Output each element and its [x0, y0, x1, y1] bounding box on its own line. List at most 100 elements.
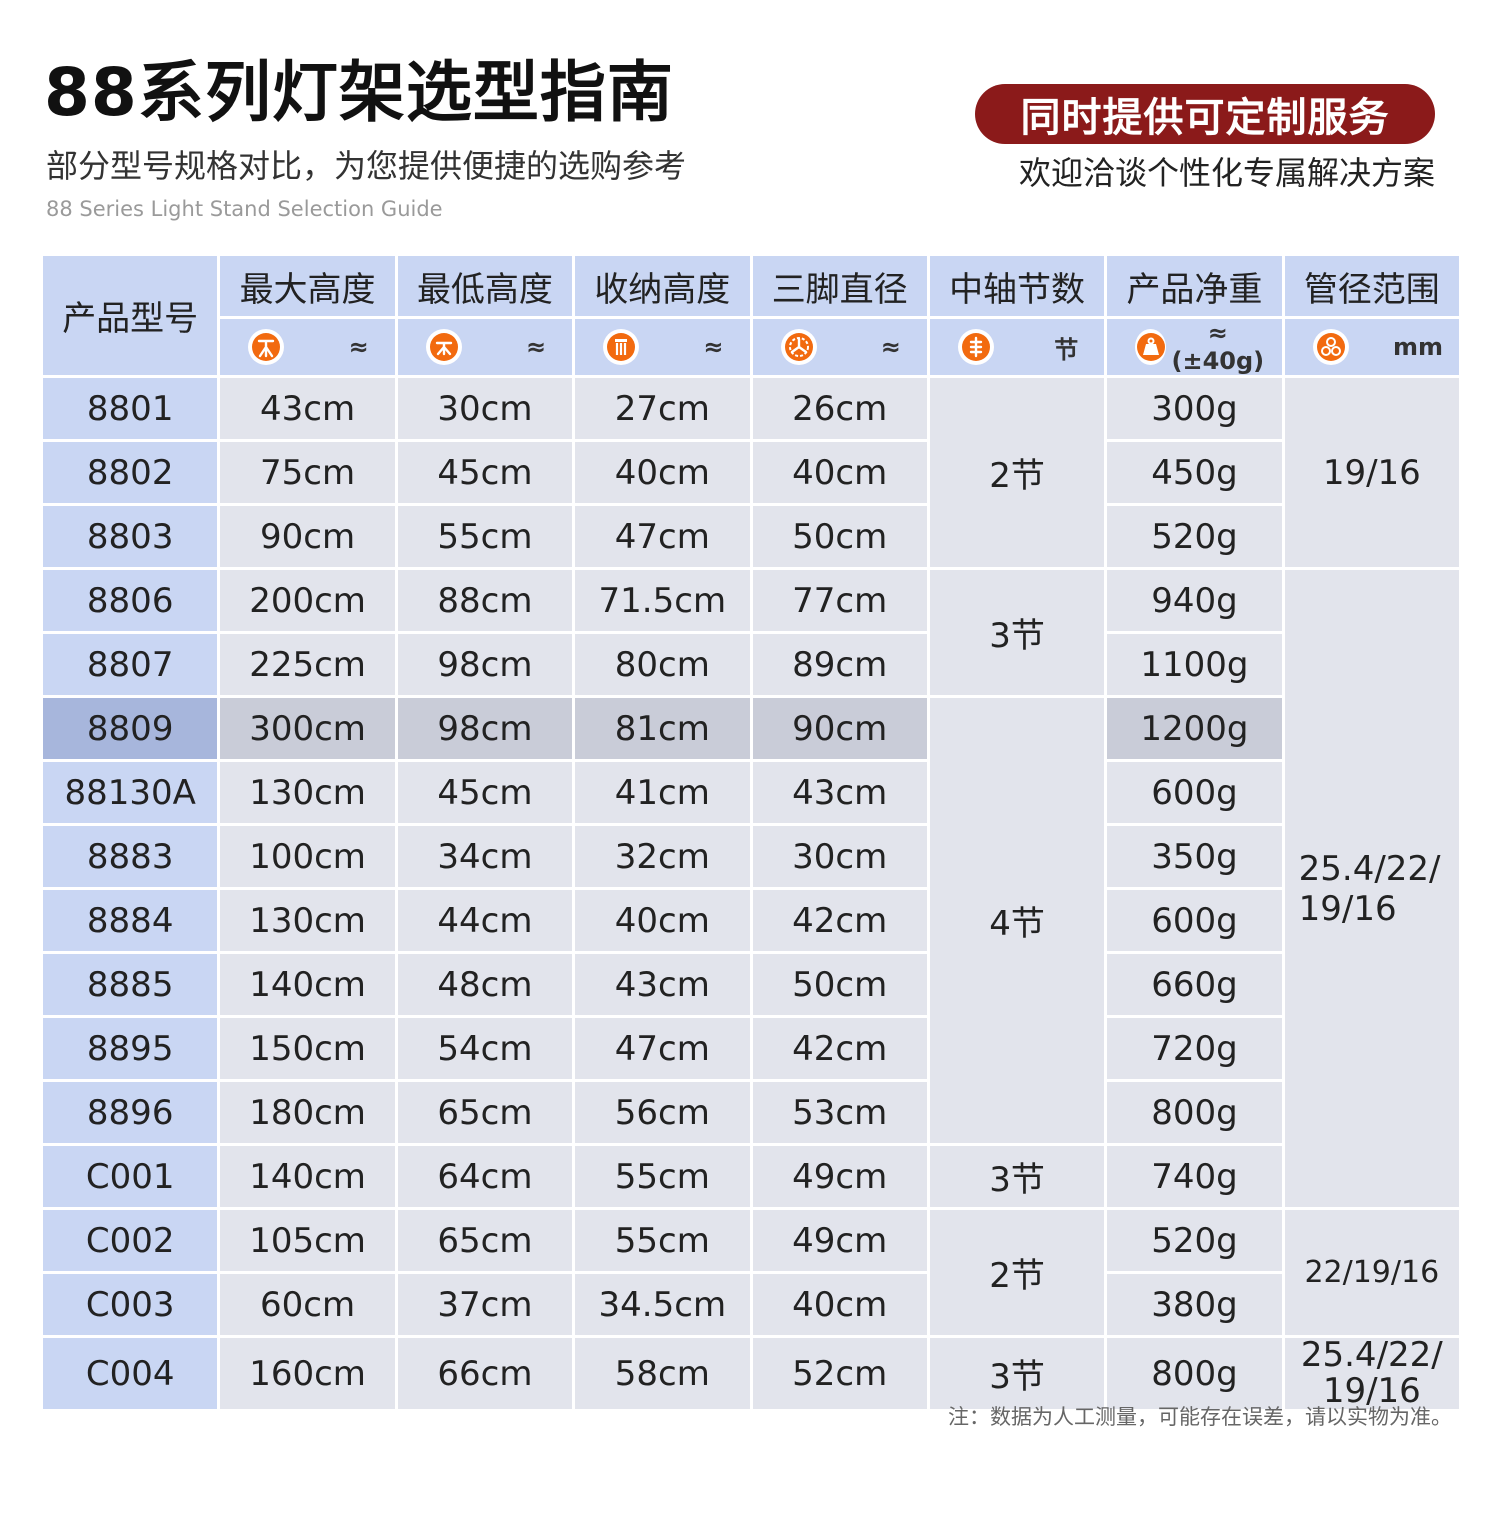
table-row: 8883 100cm 34cm 32cm 30cm 350g	[43, 826, 1459, 887]
min-height-cell: 88cm	[397, 570, 573, 631]
tube-range-cell: 25.4/22/ 19/16	[1284, 570, 1459, 1207]
sections-cell: 2节	[929, 378, 1105, 567]
folded-height-cell: 41cm	[575, 762, 750, 823]
min-height-cell: 98cm	[397, 634, 573, 695]
folded-height-cell: 40cm	[575, 442, 750, 503]
leg-diameter-cell: 90cm	[752, 698, 927, 759]
weight-cell: 1200g	[1107, 698, 1282, 759]
model-cell: 8896	[43, 1082, 218, 1143]
folded-height-cell: 34.5cm	[575, 1274, 750, 1335]
leg-diameter-cell: 40cm	[752, 1274, 927, 1335]
model-cell: 8885	[43, 954, 218, 1015]
weight-cell: 300g	[1107, 378, 1282, 439]
model-cell: 8801	[43, 378, 218, 439]
unit-label: mm	[1392, 333, 1443, 361]
header-net-weight: 产品净重	[1107, 256, 1282, 316]
leg-diameter-cell: 53cm	[752, 1082, 927, 1143]
folded-height-cell: 58cm	[575, 1338, 750, 1410]
min-height-cell: 65cm	[397, 1210, 573, 1271]
folded-height-cell: 27cm	[575, 378, 750, 439]
max-height-cell: 225cm	[220, 634, 395, 695]
sections-cell: 3节	[929, 570, 1105, 695]
folded-height-cell: 47cm	[575, 506, 750, 567]
min-height-cell: 98cm	[397, 698, 573, 759]
leg-diameter-cell: 77cm	[752, 570, 927, 631]
disclaimer-note: 注：数据为人工测量，可能存在误差，请以实物为准。	[948, 1405, 1452, 1429]
table-row: 8896 180cm 65cm 56cm 53cm 800g	[43, 1082, 1459, 1143]
header-max-height: 最大高度	[220, 256, 395, 316]
max-height-cell: 150cm	[220, 1018, 395, 1079]
spec-table: 产品型号 最大高度 最低高度 收纳高度 三脚直径 中轴节数 产品净重 管径范围 …	[40, 253, 1462, 1412]
page-subtitle: 部分型号规格对比，为您提供便捷的选购参考	[46, 147, 687, 185]
table-row: C002 105cm 65cm 55cm 49cm 2节 520g 22/19/…	[43, 1210, 1459, 1335]
leg-diameter-cell: 89cm	[752, 634, 927, 695]
leg-diameter-cell: 26cm	[752, 378, 927, 439]
max-height-cell: 130cm	[220, 762, 395, 823]
unit-label: ≈	[703, 333, 724, 361]
model-cell: C002	[43, 1210, 218, 1271]
table-row: 88130A 130cm 45cm 41cm 43cm 600g	[43, 762, 1459, 823]
folded-height-cell: 80cm	[575, 634, 750, 695]
weight-cell: 600g	[1107, 762, 1282, 823]
model-cell: 8803	[43, 506, 218, 567]
min-height-cell: 45cm	[397, 442, 573, 503]
sections-cell: 3节	[929, 1146, 1105, 1207]
folded-height-cell: 56cm	[575, 1082, 750, 1143]
weight-cell: 350g	[1107, 826, 1282, 887]
leg-diameter-cell: 43cm	[752, 762, 927, 823]
max-height-cell: 180cm	[220, 1082, 395, 1143]
leg-diameter-cell: 50cm	[752, 954, 927, 1015]
min-height-cell: 65cm	[397, 1082, 573, 1143]
max-height-cell: 60cm	[220, 1274, 395, 1335]
model-cell: 8895	[43, 1018, 218, 1079]
model-cell: 8883	[43, 826, 218, 887]
leg-diameter-cell: 40cm	[752, 442, 927, 503]
model-cell: C001	[43, 1146, 218, 1207]
leg-diameter-cell: 42cm	[752, 890, 927, 951]
table-row: C001 140cm 64cm 55cm 49cm 3节 740g	[43, 1146, 1459, 1207]
max-height-cell: 130cm	[220, 890, 395, 951]
max-height-cell: 105cm	[220, 1210, 395, 1271]
unit-label: ≈	[526, 333, 547, 361]
weight-icon	[1135, 329, 1167, 365]
page-title: 88系列灯架选型指南	[44, 54, 674, 131]
model-cell: 8807	[43, 634, 218, 695]
tube-diameter-icon	[1312, 329, 1349, 365]
weight-cell: 600g	[1107, 890, 1282, 951]
max-height-cell: 43cm	[220, 378, 395, 439]
folded-height-cell: 40cm	[575, 890, 750, 951]
folded-height-cell: 47cm	[575, 1018, 750, 1079]
tube-range-cell: 25.4/22/ 19/16	[1284, 1337, 1459, 1410]
max-height-cell: 90cm	[220, 506, 395, 567]
header-folded-height: 收纳高度	[575, 256, 750, 316]
folded-height-cell: 43cm	[575, 954, 750, 1015]
model-cell: 8884	[43, 890, 218, 951]
folded-stand-icon	[603, 329, 640, 365]
sections-cell: 2节	[929, 1210, 1105, 1335]
tripod-extended-icon	[248, 329, 285, 365]
custom-service-subtext: 欢迎洽谈个性化专属解决方案	[1018, 154, 1435, 192]
max-height-cell: 140cm	[220, 954, 395, 1015]
table-row: 8803 90cm 55cm 47cm 50cm 520g	[43, 506, 1459, 567]
folded-height-cell: 55cm	[575, 1210, 750, 1271]
weight-cell: 450g	[1107, 442, 1282, 503]
header-tube-range: 管径范围	[1284, 256, 1459, 316]
column-sections-icon	[957, 329, 994, 365]
sections-cell: 4节	[929, 698, 1105, 1143]
unit-label: ≈	[880, 333, 901, 361]
min-height-cell: 44cm	[397, 890, 573, 951]
folded-height-cell: 32cm	[575, 826, 750, 887]
model-cell: 8802	[43, 442, 218, 503]
table-row: 8802 75cm 45cm 40cm 40cm 450g	[43, 442, 1459, 503]
max-height-cell: 300cm	[220, 698, 395, 759]
weight-cell: 800g	[1107, 1082, 1282, 1143]
header-column-sections: 中轴节数	[929, 256, 1105, 316]
model-cell: 8806	[43, 570, 218, 631]
sections-cell: 3节	[929, 1338, 1105, 1410]
folded-height-cell: 81cm	[575, 698, 750, 759]
min-height-cell: 55cm	[397, 506, 573, 567]
tube-range-cell: 22/19/16	[1284, 1210, 1459, 1335]
leg-diameter-cell: 50cm	[752, 506, 927, 567]
table-row-highlighted: 8809 300cm 98cm 81cm 90cm 4节 1200g	[43, 698, 1459, 1143]
weight-cell: 520g	[1107, 506, 1282, 567]
